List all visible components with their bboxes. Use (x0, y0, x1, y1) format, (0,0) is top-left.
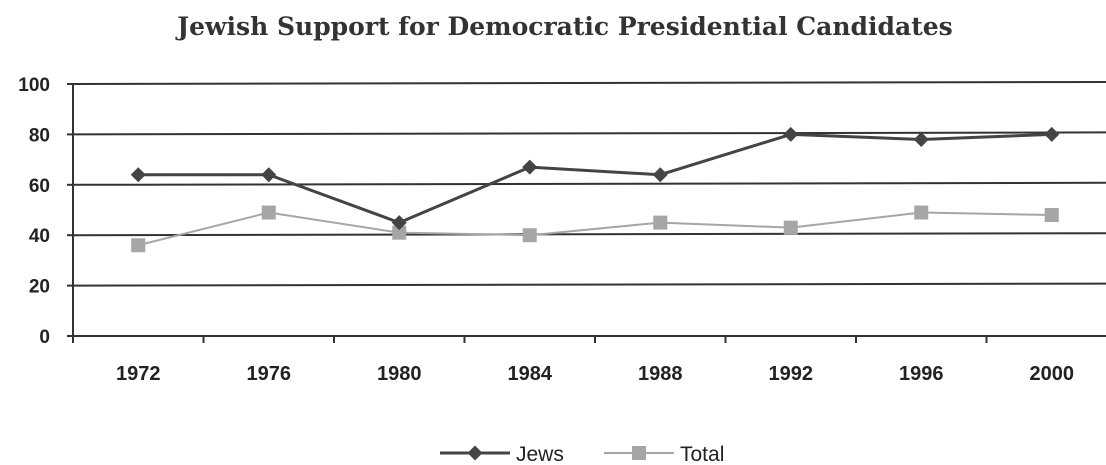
data-point-diamond (391, 215, 407, 231)
data-point-square (261, 205, 276, 220)
data-point-diamond (261, 167, 277, 183)
x-tick-label: 1992 (769, 363, 814, 385)
series-total (131, 205, 1059, 253)
x-tick-label: 1980 (377, 363, 422, 385)
legend-label: Total (680, 443, 724, 465)
x-tick-label: 1976 (247, 363, 292, 385)
x-tick-label: 1972 (116, 363, 161, 385)
x-tick-label: 2000 (1030, 363, 1075, 385)
y-tick-label: 40 (29, 226, 50, 247)
x-tick-label: 1988 (638, 363, 683, 385)
data-point-square (914, 205, 929, 220)
x-tick-label: 1996 (899, 363, 944, 385)
data-point-diamond (913, 131, 929, 147)
gridline (72, 131, 1106, 136)
chart-title: Jewish Support for Democratic Presidenti… (177, 12, 953, 41)
data-point-square (131, 238, 146, 253)
legend-swatch-marker (467, 445, 483, 461)
axes (67, 83, 1106, 343)
y-tick-label: 80 (29, 125, 50, 146)
data-point-square (522, 228, 537, 243)
legend-item-total: Total (604, 443, 724, 465)
gridline (72, 181, 1106, 186)
y-tick-label: 20 (29, 277, 50, 298)
series-group (130, 126, 1060, 253)
series-line (138, 132, 1052, 225)
legend-label: Jews (516, 443, 564, 465)
data-point-diamond (652, 167, 668, 183)
legend-item-jews: Jews (440, 443, 564, 465)
x-tick-label: 1984 (508, 363, 553, 385)
gridline (72, 232, 1106, 237)
data-point-diamond (130, 167, 146, 183)
data-point-square (783, 220, 798, 235)
gridline (72, 282, 1106, 287)
y-tick-label: 0 (39, 327, 50, 348)
data-point-diamond (522, 159, 538, 175)
data-point-square (392, 225, 407, 240)
legend-swatch-marker (632, 446, 646, 460)
series-jews (130, 126, 1060, 231)
gridlines (72, 81, 1106, 287)
data-point-diamond (783, 126, 799, 142)
series-line (138, 211, 1052, 247)
y-tick-label: 100 (18, 75, 50, 96)
y-tick-label: 60 (29, 176, 50, 197)
x-axis-ticks: 1972 1976 1980 1984 1988 1992 1996 2000 (116, 363, 1074, 385)
data-point-diamond (1044, 126, 1060, 142)
data-point-square (1044, 208, 1059, 223)
legend: Jews Total (440, 443, 724, 465)
y-axis-ticks: 0 20 40 60 80 100 (18, 75, 50, 348)
data-point-square (653, 215, 668, 230)
gridline (72, 81, 1106, 85)
